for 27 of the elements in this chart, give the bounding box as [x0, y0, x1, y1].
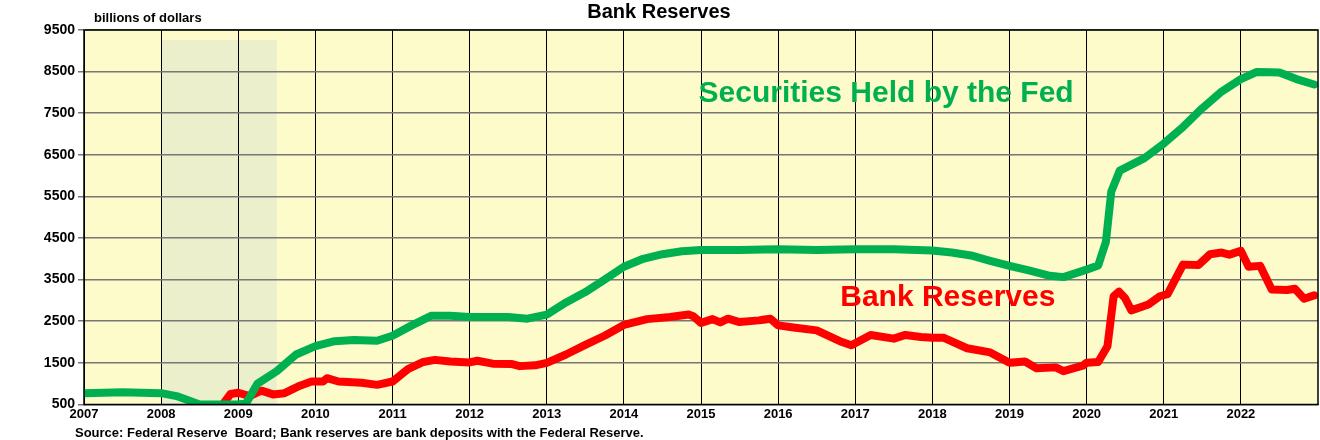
- x-tick-label: 2012: [455, 405, 485, 421]
- y-tick-label: 8500: [43, 62, 76, 79]
- x-tick-label: 2018: [917, 405, 947, 421]
- source-note: Source: Federal Reserve Board; Bank reserves are bank deposits with the Federal Reserve.: [75, 425, 644, 440]
- x-tick-label: 2009: [223, 405, 253, 421]
- x-tick-label: 2019: [995, 405, 1024, 421]
- x-tick-label: 2014: [609, 405, 640, 421]
- y-tick-label: 9500: [43, 20, 76, 37]
- x-tick-label: 2010: [300, 405, 330, 421]
- x-tick-label: 2013: [532, 405, 562, 421]
- y-tick-label: 6500: [43, 145, 76, 162]
- y-tick-label: 5500: [43, 187, 76, 204]
- x-tick-label: 2022: [1226, 405, 1256, 421]
- y-axis-title: billions of dollars: [94, 10, 202, 25]
- x-tick-label: 2016: [763, 405, 793, 421]
- y-tick-label: 7500: [43, 104, 76, 121]
- chart-title: Bank Reserves: [587, 0, 731, 22]
- x-tick-label: 2020: [1072, 405, 1102, 421]
- y-tick-label: 2500: [43, 312, 76, 329]
- x-tick-label: 2008: [146, 405, 176, 421]
- x-tick-label: 2011: [378, 405, 407, 421]
- y-tick-label: 3500: [43, 270, 76, 287]
- x-tick-label: 2017: [840, 405, 870, 421]
- y-tick-label: 4500: [43, 228, 76, 245]
- x-tick-label: 2015: [686, 405, 716, 421]
- x-tick-label: 2021: [1149, 405, 1179, 421]
- y-tick-label: 1500: [43, 353, 76, 370]
